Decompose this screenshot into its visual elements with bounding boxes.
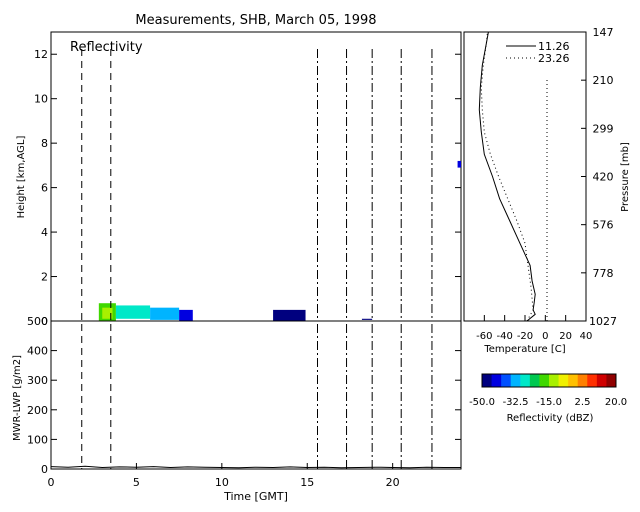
colorbar-cell (520, 374, 531, 387)
reflectivity-echo (179, 309, 193, 321)
colorbar-frame (481, 373, 617, 388)
sounding-x-tick-label: -60 (476, 331, 492, 342)
sounding-panel: 11.26 23.26 -60 -40 -20 0 20 40 147 210 299 420 5… (463, 26, 631, 355)
lwp-event-lines (81, 324, 433, 469)
colorbar-tick-label: -32.5 (503, 397, 529, 408)
sounding-x-axis-label: Temperature [C] (483, 344, 565, 355)
reflectivity-y-ticks: 0 2 4 6 8 10 12 (34, 48, 461, 328)
sounding-pressure-tick-label: 420 (593, 171, 614, 184)
colorbar-cell (501, 374, 512, 387)
lwp-x-axis-label: Time [GMT] (223, 490, 288, 503)
colorbar-tick-label: 2.5 (575, 397, 591, 408)
reflectivity-echoes (98, 160, 461, 321)
sounding-pressure-tick-label: 1027 (589, 315, 617, 328)
reflectivity-y-tick-label: 12 (34, 48, 48, 61)
lwp-y-axis-label: MWR-LWP [g/m2] (12, 355, 23, 441)
colorbar-cell (529, 374, 540, 387)
sounding-x-tick-label: 40 (580, 331, 593, 342)
reflectivity-y-tick-label: 10 (34, 93, 48, 106)
sounding-pressure-tick-label: 778 (593, 267, 614, 280)
lwp-x-tick-label: 20 (386, 476, 400, 489)
reflectivity-echo (361, 318, 373, 320)
figure-title: Measurements, SHB, March 05, 1998 (135, 13, 376, 28)
sounding-pressure-tick-label: 576 (593, 219, 614, 232)
sounding-x-ticks: -60 -40 -20 0 20 40 (476, 315, 592, 342)
colorbar-cell (577, 374, 588, 387)
colorbar-cell (568, 374, 579, 387)
reflectivity-panel-label: Reflectivity (70, 40, 143, 55)
sounding-pressure-axis-label: Pressure [mb] (620, 142, 631, 212)
lwp-y-tick-label: 300 (27, 374, 48, 387)
sounding-pressure-ticks: 147 210 299 420 576 778 1027 (581, 26, 617, 328)
lwp-axes-frame (50, 320, 462, 470)
lwp-panel: MWR-LWP [g/m2] Time [GMT] 01002003004005… (12, 315, 462, 503)
reflectivity-event-lines (81, 49, 433, 321)
lwp-y-ticks: 0 100 200 300 400 500 (27, 315, 461, 476)
sounding-pressure-tick-label: 299 (593, 122, 614, 135)
sounding-pressure-tick-label: 210 (593, 74, 614, 87)
sounding-legend: 11.26 23.26 (506, 40, 570, 65)
colorbar-cell (539, 374, 550, 387)
reflectivity-echo (150, 307, 180, 320)
colorbar-tick-label: 20.0 (605, 397, 627, 408)
reflectivity-echo (115, 305, 151, 319)
lwp-y-tick-label: 0 (41, 463, 48, 476)
lwp-y-tick-label: 100 (27, 433, 48, 446)
colorbar-cell (606, 374, 617, 387)
sounding-x-tick-label: 0 (542, 331, 548, 342)
colorbar-cell (596, 374, 607, 387)
lwp-y-tick-label: 200 (27, 404, 48, 417)
reflectivity-y-tick-label: 6 (41, 182, 48, 195)
reflectivity-y-tick-label: 4 (41, 226, 48, 239)
lwp-x-ticks: 0 5 10 15 20 (48, 463, 400, 489)
lwp-x-tick-label: 10 (215, 476, 229, 489)
colorbar-tick-label: -50.0 (469, 397, 495, 408)
colorbar-label: Reflectivity (dBZ) (507, 413, 594, 424)
reflectivity-y-tick-label: 0 (41, 315, 48, 328)
sounding-line-1126 (478, 31, 536, 322)
lwp-x-tick-label: 5 (133, 476, 140, 489)
legend-label-2326: 23.26 (538, 52, 570, 65)
colorbar-cell (491, 374, 502, 387)
reflectivity-panel: Reflectivity Height [km,AGL] 0 2 4 6 8 10 12 (16, 31, 462, 328)
colorbar-cell (510, 374, 521, 387)
sounding-x-tick-label: 20 (559, 331, 572, 342)
sounding-pressure-tick-label: 147 (593, 26, 614, 39)
reflectivity-y-tick-label: 8 (41, 137, 48, 150)
sounding-x-tick-label: -20 (517, 331, 533, 342)
lwp-x-tick-label: 0 (48, 476, 55, 489)
colorbar-cell (558, 374, 569, 387)
lwp-y-tick-label: 400 (27, 345, 48, 358)
colorbar-ticks: -50.0 -32.5 -15.0 2.5 20.0 (469, 397, 627, 408)
colorbar-cell (549, 374, 560, 387)
colorbar-tick-label: -15.0 (536, 397, 562, 408)
lwp-x-tick-label: 15 (300, 476, 314, 489)
reflectivity-echo (457, 160, 461, 168)
reflectivity-echo (102, 307, 113, 319)
reflectivity-y-tick-label: 2 (41, 271, 48, 284)
colorbar: -50.0 -32.5 -15.0 2.5 20.0 Reflectivity (dBZ… (469, 373, 627, 424)
reflectivity-y-axis-label: Height [km,AGL] (16, 136, 27, 219)
colorbar-cell (587, 374, 598, 387)
colorbar-cell (482, 374, 493, 387)
lwp-y-tick-label: 500 (27, 315, 48, 328)
sounding-x-tick-label: -40 (496, 331, 512, 342)
reflectivity-echo (273, 309, 306, 321)
colorbar-cells (482, 374, 617, 387)
legend-label-1126: 11.26 (538, 40, 570, 53)
